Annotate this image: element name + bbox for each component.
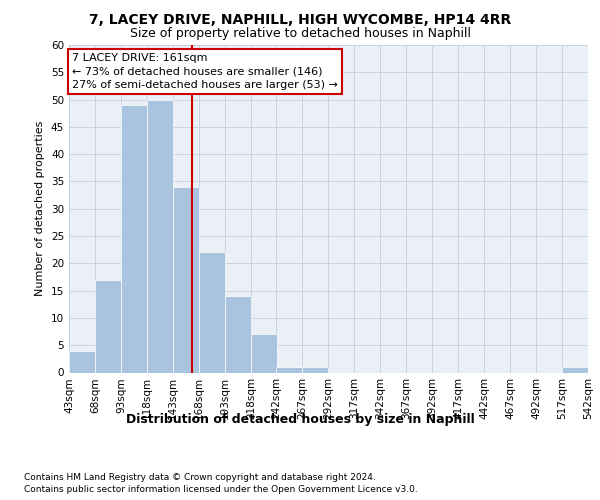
Text: 7 LACEY DRIVE: 161sqm
← 73% of detached houses are smaller (146)
27% of semi-det: 7 LACEY DRIVE: 161sqm ← 73% of detached … <box>72 53 338 90</box>
Bar <box>95 280 121 372</box>
Bar <box>147 100 173 372</box>
Bar <box>69 350 95 372</box>
Bar <box>173 187 199 372</box>
Text: Distribution of detached houses by size in Naphill: Distribution of detached houses by size … <box>125 412 475 426</box>
Text: Contains HM Land Registry data © Crown copyright and database right 2024.: Contains HM Land Registry data © Crown c… <box>24 472 376 482</box>
Bar <box>562 367 588 372</box>
Bar <box>302 367 328 372</box>
Bar <box>276 367 302 372</box>
Bar <box>199 252 225 372</box>
Y-axis label: Number of detached properties: Number of detached properties <box>35 121 46 296</box>
Bar <box>121 105 147 372</box>
Bar <box>251 334 277 372</box>
Bar <box>225 296 251 372</box>
Text: Contains public sector information licensed under the Open Government Licence v3: Contains public sector information licen… <box>24 485 418 494</box>
Text: 7, LACEY DRIVE, NAPHILL, HIGH WYCOMBE, HP14 4RR: 7, LACEY DRIVE, NAPHILL, HIGH WYCOMBE, H… <box>89 12 511 26</box>
Text: Size of property relative to detached houses in Naphill: Size of property relative to detached ho… <box>130 28 470 40</box>
